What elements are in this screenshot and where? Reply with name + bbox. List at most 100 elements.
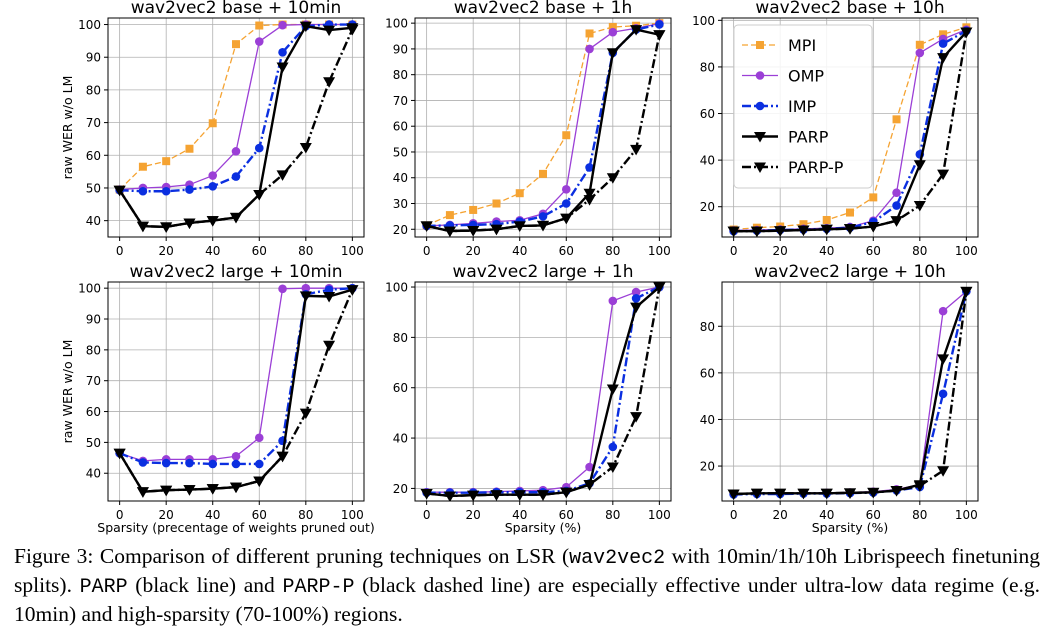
grid-lines (415, 18, 671, 237)
x-axis-label: Sparsity (%) (505, 520, 582, 535)
data-point-omp (231, 451, 241, 461)
data-point-imp (185, 458, 194, 468)
data-point-parp-p (160, 222, 173, 233)
legend-marker-parp (754, 132, 766, 143)
y-tick-label: 80 (393, 68, 408, 82)
series-group (727, 23, 973, 237)
x-tick-label: 40 (205, 508, 220, 522)
legend-label-imp: IMP (788, 97, 817, 116)
data-point-imp (324, 285, 334, 295)
data-point-parp-p (797, 488, 810, 500)
y-tick-label: 70 (86, 374, 101, 388)
panel-title: wav2vec2 base + 10min (131, 0, 342, 18)
y-tick-label: 60 (393, 120, 408, 134)
data-point-parp-p (937, 169, 950, 181)
x-tick-label: 40 (819, 508, 834, 522)
data-point-omp (608, 27, 618, 37)
y-tick-label: 70 (86, 116, 101, 130)
legend-marker-mpi (756, 41, 764, 49)
data-point-parp-p (727, 489, 740, 501)
data-point-parp-p (844, 224, 856, 235)
data-point-parp-p (606, 462, 619, 474)
y-tick-label: 90 (393, 42, 408, 56)
y-tick-label: 100 (385, 281, 408, 295)
chart-panel-3: 0 20 40 60 80 100 20 40 60 80 100 wav2vec2 base + 1… (692, 0, 979, 258)
data-point-imp (608, 442, 618, 452)
data-point-parp-p (630, 412, 643, 423)
y-tick-label: 80 (86, 83, 101, 97)
x-tick-label: 100 (341, 508, 364, 522)
data-point-imp (138, 458, 148, 467)
y-tick-label: 20 (700, 460, 715, 474)
data-point-parp (630, 25, 643, 36)
x-axis-label: Sparsity (%) (812, 520, 889, 535)
data-point-parp (606, 384, 619, 395)
data-point-imp (254, 459, 264, 469)
y-tick-label: 20 (700, 200, 715, 214)
data-point-omp (231, 147, 241, 156)
data-point-omp (278, 284, 287, 294)
x-tick-label: 0 (423, 508, 431, 522)
data-point-omp (938, 306, 948, 316)
data-point-parp-p (820, 488, 833, 500)
data-point-parp-p (867, 487, 880, 499)
chart-panel-1: 0 20 40 60 80 100 40 50 60 70 80 90 100 wav2vec2 base… (60, 0, 365, 258)
data-point-mpi (608, 23, 617, 32)
data-point-imp (892, 201, 901, 210)
data-point-parp (913, 160, 926, 171)
data-point-imp (278, 48, 287, 57)
x-tick-label: 20 (466, 508, 481, 522)
data-point-parp-p (467, 490, 480, 501)
x-tick-label: 20 (159, 508, 174, 522)
data-point-imp (631, 294, 641, 303)
x-tick-label: 20 (773, 508, 788, 522)
data-point-parp-p (299, 408, 312, 420)
caption-text-2: with 10min/1h/10h Librispeech finetuning… (14, 544, 1040, 597)
chart-panel-2: 0 20 40 60 80 100 20 30 40 50 60 70 80 90 100 wav2vec2 … (385, 0, 672, 258)
data-point-mpi (445, 211, 454, 220)
data-point-omp (301, 283, 311, 293)
data-point-mpi (799, 220, 808, 229)
y-tick-label: 80 (700, 60, 715, 74)
data-point-imp (161, 458, 171, 468)
data-point-parp-p (937, 466, 950, 477)
data-point-parp-p (537, 490, 549, 501)
data-point-imp (138, 186, 148, 196)
series-line-parp-p (733, 291, 968, 496)
data-point-parp-p (183, 485, 196, 496)
legend-item-omp: OMP (742, 67, 824, 86)
x-tick-label: 40 (819, 244, 834, 258)
data-point-imp (231, 172, 241, 181)
data-point-mpi (539, 169, 547, 178)
data-point-mpi (138, 162, 147, 171)
data-point-omp (254, 37, 264, 46)
data-point-parp-p (253, 190, 266, 201)
series-group (727, 286, 973, 501)
caption-text-4: (black dashed line) are especially effec… (14, 573, 1040, 626)
legend-item-parp: PARP (742, 128, 829, 147)
data-point-omp (631, 287, 641, 297)
data-point-parp (276, 62, 289, 74)
data-point-parp-p (323, 77, 336, 88)
data-point-mpi (492, 199, 501, 208)
data-point-parp-p (206, 484, 219, 495)
data-point-parp-p (323, 340, 336, 352)
data-point-mpi (822, 215, 831, 224)
data-point-imp (161, 186, 171, 196)
x-tick-label: 60 (252, 508, 267, 522)
data-point-parp-p (183, 218, 196, 229)
panel-title: wav2vec2 large + 1h (452, 262, 633, 282)
data-point-parp-p (276, 451, 289, 463)
data-point-parp-p (276, 170, 289, 181)
data-point-omp (915, 48, 925, 58)
data-point-parp-p (583, 480, 596, 491)
series-group (113, 20, 359, 233)
data-point-parp-p (230, 482, 242, 494)
y-tick-label: 60 (700, 366, 715, 380)
data-point-omp (561, 185, 571, 194)
series-line-parp (426, 28, 660, 233)
data-point-imp (655, 20, 664, 29)
x-tick-label: 40 (512, 508, 527, 522)
data-point-imp (208, 459, 218, 469)
data-point-parp-p (653, 282, 666, 294)
